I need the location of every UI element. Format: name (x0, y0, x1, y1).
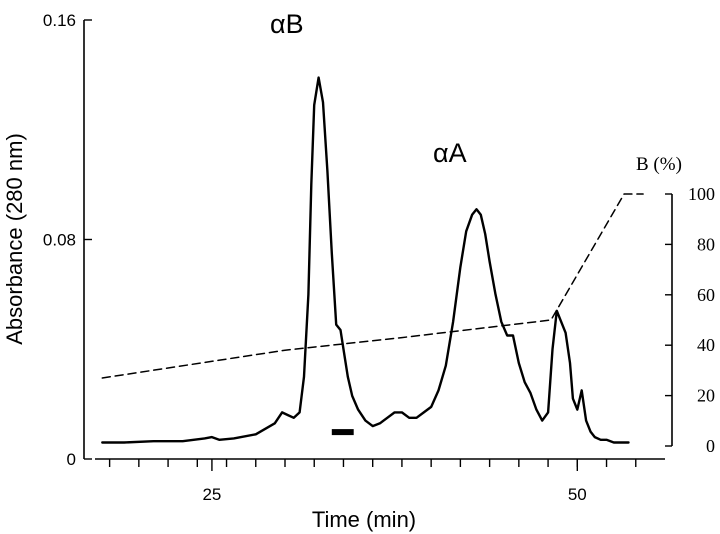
collection-bar (331, 429, 354, 436)
y2-tick-label: 80 (697, 234, 715, 254)
y2-tick-label: 40 (697, 335, 715, 355)
x-axis-title: Time (min) (312, 507, 416, 532)
y-tick-label: 0.08 (43, 231, 76, 250)
y-tick-label: 0 (67, 450, 76, 469)
y2-tick-label: 60 (697, 285, 715, 305)
series (101, 76, 644, 444)
y2-tick-label: 0 (706, 436, 715, 456)
y-axis-title: Absorbance (280 nm) (2, 133, 27, 345)
annotation-alpha-b: αB (270, 9, 304, 39)
annotation-alpha-a: αA (433, 138, 467, 168)
x-tick-label: 50 (568, 485, 587, 504)
gradient-line (101, 193, 644, 379)
y2-tick-label: 100 (688, 184, 715, 204)
absorbance-trace (101, 76, 630, 444)
y2-tick-label: 20 (697, 386, 715, 406)
ticks: 25 50 0 0.08 0.16 0 20 40 60 80 100 (43, 11, 715, 504)
y-tick-label: 0.16 (43, 11, 76, 30)
y2-axis-title: B (%) (636, 154, 682, 175)
axes (83, 20, 673, 460)
x-tick-label: 25 (202, 485, 221, 504)
